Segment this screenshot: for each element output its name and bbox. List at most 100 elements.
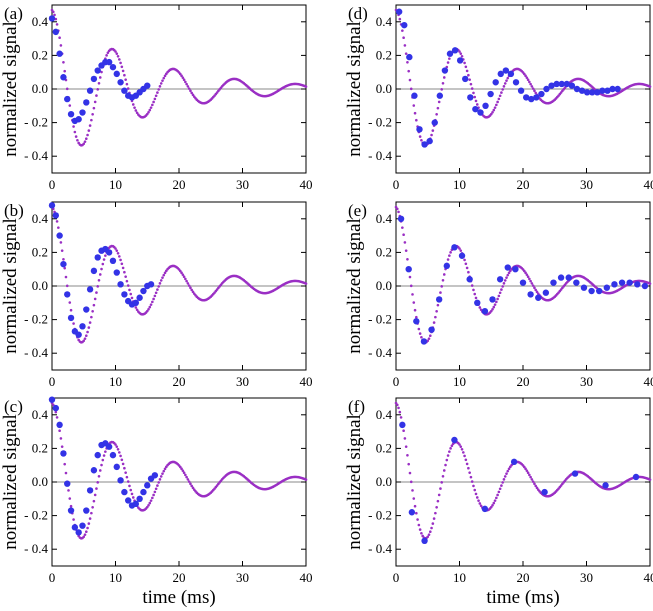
- model-point: [407, 462, 411, 466]
- data-point: [477, 109, 484, 116]
- y-tick-label: - 0.4: [368, 541, 392, 556]
- model-point: [446, 454, 450, 457]
- data-point: [94, 67, 101, 74]
- model-point: [147, 307, 150, 311]
- model-point: [418, 332, 422, 335]
- model-point: [72, 518, 75, 521]
- model-point: [83, 140, 87, 143]
- measured-series: [48, 15, 151, 125]
- data-point: [395, 8, 403, 15]
- model-point: [413, 504, 417, 508]
- model-point: [84, 530, 88, 534]
- model-point: [157, 481, 160, 484]
- model-point: [492, 501, 496, 505]
- model-point: [440, 285, 444, 288]
- model-point: [478, 502, 482, 505]
- data-point: [90, 267, 98, 275]
- data-point: [405, 266, 412, 273]
- model-point: [460, 447, 464, 451]
- data-point: [79, 109, 86, 116]
- model-point: [93, 493, 97, 497]
- model-point: [67, 489, 70, 492]
- data-point: [602, 482, 609, 489]
- model-point: [415, 118, 418, 122]
- model-point: [489, 505, 493, 509]
- model-point: [95, 291, 98, 294]
- model-point: [154, 94, 158, 98]
- model-point: [162, 469, 166, 473]
- x-tick-label: 20: [517, 570, 530, 585]
- model-point: [135, 111, 139, 115]
- model-point: [534, 91, 537, 95]
- model-point: [182, 78, 186, 82]
- data-point: [528, 95, 535, 103]
- model-point: [402, 233, 405, 236]
- model-point: [526, 471, 530, 475]
- model-point: [190, 288, 193, 292]
- model-point: [190, 484, 193, 488]
- x-tick-label: 10: [109, 570, 122, 585]
- model-point: [477, 499, 480, 502]
- model-point: [420, 335, 423, 339]
- model-point: [420, 531, 423, 535]
- panel-a: 0 10 20 30 40 - 0.4 - 0.2 0.0 0.2 0.4 normalized s…: [0, 4, 313, 192]
- panel-label: (c): [4, 397, 23, 416]
- x-tick-label: 30: [580, 177, 593, 192]
- data-point: [568, 82, 576, 89]
- y-axis-title: normalized signal: [344, 414, 365, 550]
- model-point: [506, 76, 510, 80]
- model-point: [92, 106, 96, 110]
- model-point: [152, 493, 155, 497]
- model-point: [648, 85, 652, 88]
- model-point: [448, 450, 451, 453]
- y-tick-label: 0.2: [376, 440, 392, 455]
- model-point: [442, 469, 446, 472]
- model-point: [154, 291, 158, 295]
- x-tick-label: 0: [49, 570, 56, 585]
- model-point: [90, 118, 93, 122]
- y-tick-label: 0.4: [376, 211, 393, 226]
- data-point: [90, 467, 98, 474]
- model-point: [104, 450, 107, 453]
- model-point: [59, 44, 63, 47]
- model-point: [133, 106, 136, 109]
- data-point: [492, 79, 499, 86]
- x-axis-title-left: time (ms): [142, 587, 215, 608]
- model-point: [100, 70, 103, 74]
- model-series: [394, 205, 652, 344]
- x-tick-label: 0: [393, 570, 400, 585]
- model-point: [534, 288, 537, 292]
- data-point: [144, 482, 151, 489]
- y-tick-label: 0.2: [32, 244, 48, 259]
- data-point: [467, 94, 474, 101]
- model-point: [124, 471, 127, 474]
- x-tick-label: 0: [49, 374, 56, 389]
- data-point: [571, 470, 579, 477]
- y-tick-label: - 0.4: [24, 345, 48, 360]
- model-point: [409, 284, 413, 288]
- model-point: [131, 103, 135, 106]
- data-point: [75, 116, 82, 123]
- x-tick-label: 30: [580, 374, 593, 389]
- y-tick-label: 0.0: [376, 474, 392, 489]
- model-point: [467, 73, 470, 77]
- model-point: [186, 282, 190, 285]
- data-point: [71, 524, 79, 531]
- model-point: [120, 65, 124, 69]
- model-point: [402, 36, 405, 39]
- data-point: [441, 67, 449, 74]
- model-point: [502, 478, 506, 481]
- model-point: [129, 292, 133, 296]
- data-point: [462, 75, 469, 83]
- data-point: [147, 281, 155, 288]
- data-point: [426, 137, 433, 145]
- model-point: [501, 285, 504, 288]
- model-point: [96, 481, 100, 484]
- model-point: [145, 505, 149, 509]
- model-point: [86, 133, 89, 137]
- model-point: [495, 496, 498, 500]
- model-point: [465, 266, 469, 270]
- model-point: [472, 484, 475, 488]
- model-point: [525, 273, 529, 276]
- model-point: [468, 78, 471, 81]
